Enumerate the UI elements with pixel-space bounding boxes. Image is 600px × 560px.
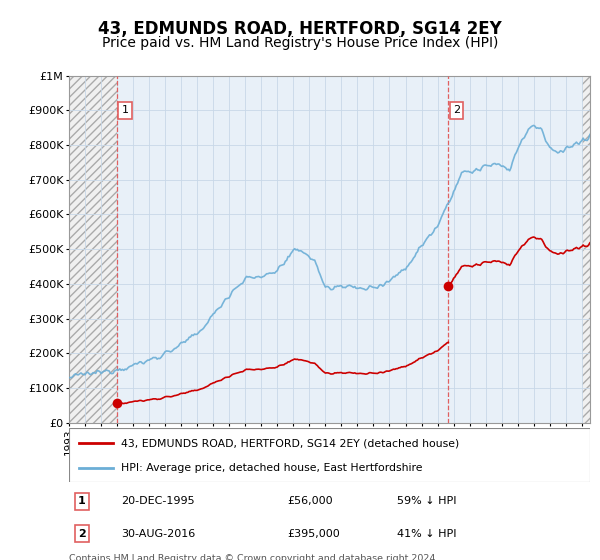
Text: £395,000: £395,000	[288, 529, 340, 539]
Text: 41% ↓ HPI: 41% ↓ HPI	[397, 529, 457, 539]
Text: 2: 2	[453, 105, 460, 115]
FancyBboxPatch shape	[69, 428, 590, 482]
Bar	[69, 76, 116, 423]
Text: 1: 1	[121, 105, 128, 115]
Text: HPI: Average price, detached house, East Hertfordshire: HPI: Average price, detached house, East…	[121, 463, 422, 473]
Text: Contains HM Land Registry data © Crown copyright and database right 2024.
This d: Contains HM Land Registry data © Crown c…	[69, 554, 439, 560]
Text: 1: 1	[78, 496, 86, 506]
Text: 59% ↓ HPI: 59% ↓ HPI	[397, 496, 457, 506]
Text: Price paid vs. HM Land Registry's House Price Index (HPI): Price paid vs. HM Land Registry's House …	[102, 36, 498, 50]
Text: 43, EDMUNDS ROAD, HERTFORD, SG14 2EY (detached house): 43, EDMUNDS ROAD, HERTFORD, SG14 2EY (de…	[121, 438, 460, 449]
Text: £56,000: £56,000	[288, 496, 334, 506]
Text: 43, EDMUNDS ROAD, HERTFORD, SG14 2EY: 43, EDMUNDS ROAD, HERTFORD, SG14 2EY	[98, 20, 502, 38]
Text: 20-DEC-1995: 20-DEC-1995	[121, 496, 195, 506]
Text: 2: 2	[78, 529, 86, 539]
Bar	[116, 76, 582, 423]
Bar	[582, 76, 590, 423]
Text: 30-AUG-2016: 30-AUG-2016	[121, 529, 196, 539]
